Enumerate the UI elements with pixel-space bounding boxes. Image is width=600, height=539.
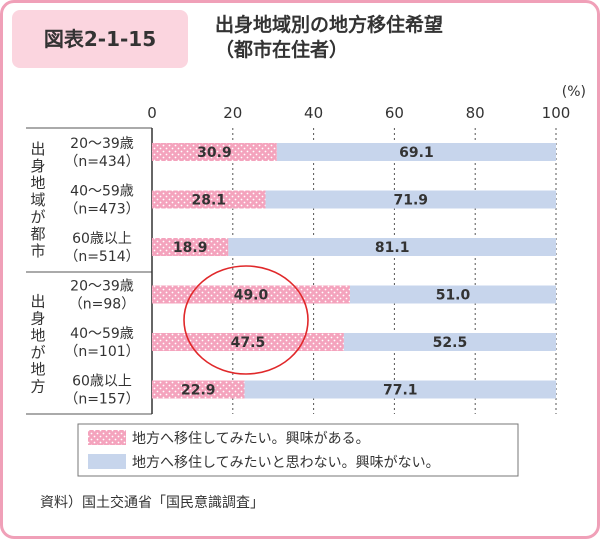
x-tick-label: 40 — [304, 104, 323, 122]
bar-value-label: 30.9 — [197, 145, 232, 161]
bar-value-label: 28.1 — [191, 193, 226, 209]
bar-value-label: 47.5 — [231, 335, 266, 351]
bar-value-label: 52.5 — [433, 335, 468, 351]
legend-swatch-not-migrate — [88, 454, 126, 469]
legend-swatch-migrate — [88, 430, 126, 445]
category-age-label: 40～59歳 — [70, 184, 134, 200]
bar-not-migrate — [228, 238, 556, 256]
x-tick-label: 20 — [223, 104, 242, 122]
category-n-label: （n=157） — [64, 392, 139, 408]
bar-value-label: 51.0 — [436, 288, 471, 304]
legend-entry: 地方へ移住してみたいと思わない。興味がない。 — [132, 455, 440, 471]
figure-label-box — [12, 10, 188, 68]
bar-migrate — [152, 143, 277, 161]
category-age-label: 60歳以上 — [72, 374, 132, 390]
bar-value-label: 81.1 — [375, 240, 410, 256]
category-n-label: （n=473） — [64, 202, 139, 218]
bar-migrate — [152, 285, 350, 304]
category-age-label: 20～39歳 — [70, 279, 134, 295]
unit-label: (%) — [562, 84, 586, 100]
bar-value-label: 71.9 — [393, 193, 428, 209]
bar-migrate — [152, 380, 245, 399]
source-note: 資料）国土交通省「国民意識調査」 — [40, 495, 264, 511]
category-age-label: 20～39歳 — [70, 136, 134, 152]
category-age-label: 40～59歳 — [70, 326, 134, 342]
category-age-label: 60歳以上 — [72, 231, 132, 247]
chart-title-line2: （都市在住者） — [215, 39, 349, 61]
legend-box — [77, 423, 519, 477]
bar-not-migrate — [276, 143, 556, 161]
bar-value-label: 18.9 — [173, 240, 208, 256]
bar-value-label: 49.0 — [234, 288, 269, 304]
category-n-label: （n=514） — [64, 249, 139, 265]
figure-label: 図表2-1-15 — [43, 27, 157, 51]
group-label: 出身地が地方 — [30, 293, 45, 396]
category-n-label: （n=434） — [64, 154, 139, 170]
bar-value-label: 69.1 — [399, 145, 434, 161]
bar-migrate — [152, 190, 266, 209]
x-tick-label: 60 — [385, 104, 404, 122]
x-tick-label: 100 — [542, 104, 571, 122]
bar-not-migrate — [244, 380, 557, 399]
x-tick-label: 0 — [147, 104, 157, 122]
category-n-label: （n=98） — [69, 297, 135, 313]
bar-migrate — [152, 333, 344, 351]
bar-not-migrate — [265, 190, 556, 209]
bar-not-migrate — [343, 333, 556, 351]
bar-not-migrate — [349, 285, 556, 304]
chart-title-line1: 出身地域別の地方移住希望 — [215, 14, 444, 36]
bar-value-label: 77.1 — [383, 383, 418, 399]
highlight-circle — [183, 265, 309, 375]
x-tick-label: 80 — [466, 104, 485, 122]
group-label: 出身地域が都市 — [30, 140, 45, 260]
category-n-label: （n=101） — [64, 344, 139, 360]
bar-value-label: 22.9 — [181, 383, 216, 399]
legend-entry: 地方へ移住してみたい。興味がある。 — [132, 431, 370, 447]
bar-migrate — [152, 238, 229, 256]
